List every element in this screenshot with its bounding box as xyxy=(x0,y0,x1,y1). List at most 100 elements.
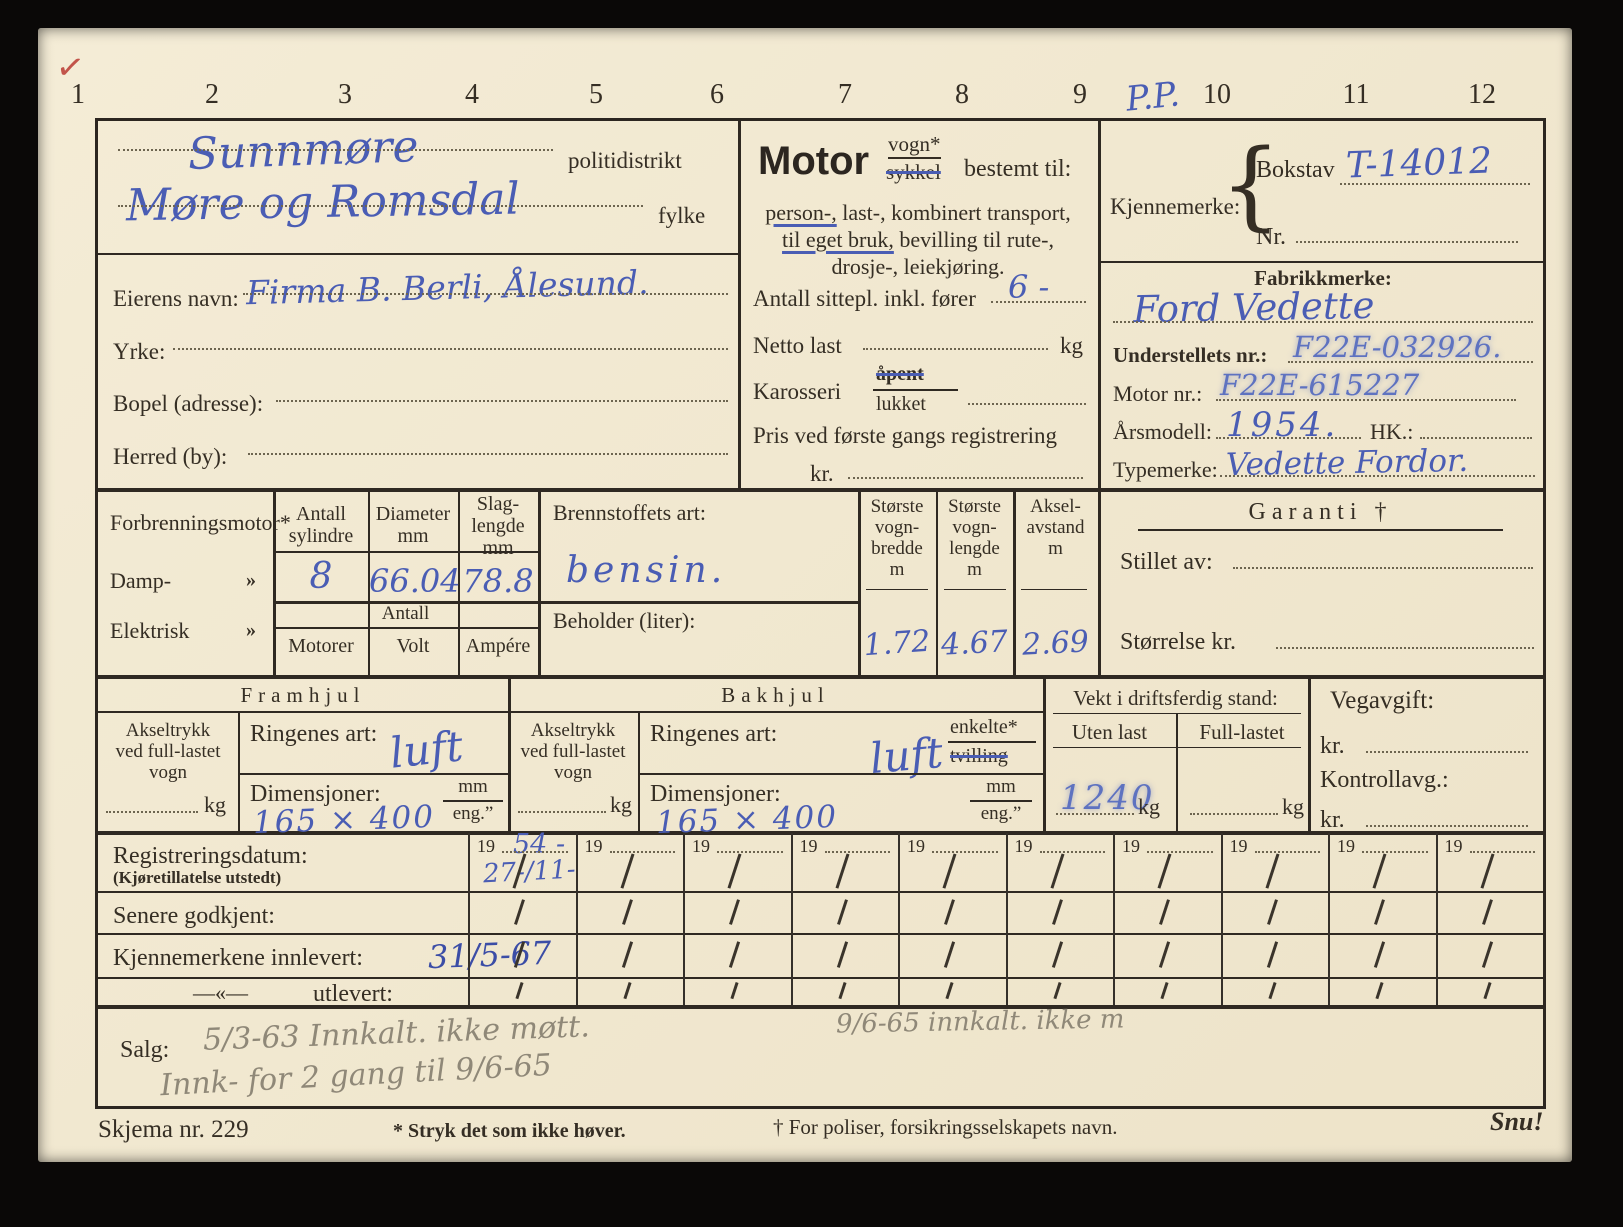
date-slash-mark xyxy=(834,853,849,889)
dotted-line xyxy=(1296,241,1518,243)
kr-label: kr. xyxy=(1320,807,1345,833)
fabrikkmerke-label: Fabrikkmerke: xyxy=(1254,266,1392,290)
reg-date-cell xyxy=(1220,933,1329,977)
nr-label: Nr. xyxy=(1256,224,1286,250)
reg-date-cell xyxy=(1435,933,1544,977)
karosseri-label: Karosseri xyxy=(753,379,842,404)
divider xyxy=(273,601,538,604)
vegavgift-label: Vegavgift: xyxy=(1330,687,1435,714)
date-slash-mark xyxy=(837,982,846,999)
reg-year-value: 54 - xyxy=(513,829,566,860)
beholder-label: Beholder (liter): xyxy=(553,608,696,633)
salg-label: Salg: xyxy=(120,1037,170,1063)
divider xyxy=(98,711,508,713)
uten-last-value: 1240 xyxy=(1060,778,1155,818)
divider xyxy=(238,711,240,831)
dotted-line xyxy=(518,811,606,813)
divider xyxy=(538,491,541,675)
dotted-line xyxy=(991,301,1086,303)
kg-label: kg xyxy=(1282,794,1304,819)
motor-nr-value: F22E-615227 xyxy=(1220,368,1420,402)
divider xyxy=(458,491,460,675)
date-slash-mark xyxy=(1049,853,1064,889)
ruler-number: 4 xyxy=(465,79,479,110)
kg-label: kg xyxy=(610,792,632,817)
kg-label: kg xyxy=(204,792,226,817)
divider xyxy=(538,601,858,604)
date-slash-mark xyxy=(1051,899,1062,925)
date-slash-mark xyxy=(1266,941,1278,968)
ringenes-art-value-front: luft xyxy=(387,721,466,778)
mm-label: mm xyxy=(986,776,1016,797)
col-header-slaglengde: Slag- lengde mm xyxy=(471,493,525,559)
date-slash-mark xyxy=(1051,941,1063,968)
year-prefix: 19 xyxy=(907,836,925,856)
reg-date-cell xyxy=(1435,891,1544,933)
yrke-label: Yrke: xyxy=(113,339,166,364)
dotted-line xyxy=(106,811,198,813)
reg-date-cell: 19 xyxy=(1435,833,1544,891)
typemerke-label: Typemerke: xyxy=(1113,457,1218,482)
ditto-mark: » xyxy=(246,619,256,641)
reg-date-cell xyxy=(468,977,576,1005)
year-prefix: 19 xyxy=(799,836,818,856)
forbrenningsmotor-label: Forbrenningsmotor* xyxy=(110,510,291,535)
divider xyxy=(1176,713,1178,831)
motor-nr-label: Motor nr.: xyxy=(1113,381,1203,406)
slaglengde-value: 78.8 xyxy=(462,562,534,600)
dotted-line xyxy=(1233,567,1533,569)
year-prefix: 19 xyxy=(692,836,710,856)
year-prefix: 19 xyxy=(477,836,495,856)
date-slash-mark xyxy=(512,853,527,889)
divider xyxy=(738,121,741,488)
divider xyxy=(1138,529,1503,531)
date-slash-mark xyxy=(730,982,739,999)
divider xyxy=(1098,121,1101,675)
divider xyxy=(98,488,1543,492)
date-slash-mark xyxy=(1264,853,1279,889)
diameter-value: 66.04 xyxy=(369,562,461,600)
salg-note-2: Innk- for 2 gang til 9/6-65 xyxy=(159,1047,553,1104)
dotted-line xyxy=(173,348,728,350)
divider xyxy=(936,491,938,675)
divider xyxy=(273,491,276,675)
dotted-line xyxy=(243,293,728,295)
arsmodell-label: Årsmodell: xyxy=(1113,419,1212,444)
form-main-box: Sunnmøre politidistrikt Møre og Romsdal … xyxy=(95,118,1546,1109)
year-prefix: 19 xyxy=(1122,836,1140,856)
ruler-number: 9 xyxy=(1073,79,1087,110)
divider xyxy=(273,551,538,553)
fraction-bar xyxy=(970,800,1032,802)
elektrisk-label: Elektrisk xyxy=(110,618,190,643)
date-slash-mark xyxy=(1373,941,1385,968)
dimensjoner-label-front: Dimensjoner: xyxy=(250,781,381,807)
fraction-bar xyxy=(443,800,503,802)
dotted-line xyxy=(502,851,568,853)
dotted-line xyxy=(1366,751,1528,753)
year-prefix: 19 xyxy=(584,836,603,856)
politidistrikt-value: Sunnmøre xyxy=(187,120,420,181)
pris-kr-label: kr. xyxy=(810,461,834,486)
uten-last-header: Uten last xyxy=(1071,720,1148,744)
date-slash-mark xyxy=(1157,853,1172,889)
reg-date-cell xyxy=(683,891,791,933)
kontrollavg-label: Kontrollavg.: xyxy=(1320,767,1449,793)
divider xyxy=(1308,678,1311,831)
reg-date-cell xyxy=(1328,891,1436,933)
hk-label: HK.: xyxy=(1370,419,1414,444)
dotted-line xyxy=(1288,361,1533,363)
ruler-number: 6 xyxy=(710,79,724,110)
col-header-diameter: Diameter mm xyxy=(375,503,451,547)
dotted-line xyxy=(1340,183,1530,185)
bokstav-label: Bokstav xyxy=(1256,157,1335,183)
divider xyxy=(1021,589,1087,591)
eng-label: eng.” xyxy=(452,803,494,824)
date-slash-mark xyxy=(1481,899,1492,925)
purpose-text: last-, kombinert transport, xyxy=(836,200,1071,225)
ruler-number: 1 xyxy=(71,79,85,110)
kr-label: kr. xyxy=(1320,733,1345,759)
dotted-line xyxy=(1362,851,1428,853)
date-slash-mark xyxy=(1160,982,1169,999)
date-slash-mark xyxy=(513,941,525,968)
tvilling-option: tvilling xyxy=(950,745,1008,767)
